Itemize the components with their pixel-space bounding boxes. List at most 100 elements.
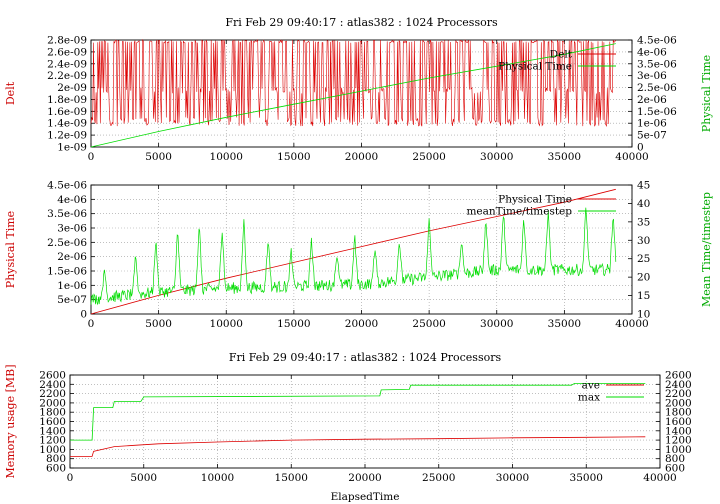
series-physical-time [90,188,616,315]
legend-label: Physical Time [498,61,572,73]
y2-tick-label: 45 [637,180,650,192]
y2-tick-label: 15 [637,290,650,302]
y-tick-label: 1000 [39,444,66,456]
y2-tick-label: 1e-06 [637,118,667,130]
x-tick-label: 40000 [643,472,676,484]
y2-tick-label: 10 [637,309,650,321]
x-tick-label: 5000 [130,472,157,484]
y2-tick-label: 2e-06 [637,94,667,106]
y-tick-label: 4e-06 [57,194,87,206]
y2-axis-label: Physical Time [700,55,713,132]
x-tick-label: 5000 [145,151,172,163]
series-max [70,382,646,441]
y-tick-label: 2.5e-06 [47,237,87,249]
y-tick-label: 1.6e-09 [47,106,87,118]
x-tick-label: 20000 [345,318,378,330]
y2-tick-label: 1200 [665,435,692,447]
y2-tick-label: 600 [665,463,685,475]
y-axis-label: Delt [4,81,17,105]
plot-frame [90,39,633,148]
y-tick-label: 1e-09 [57,142,87,154]
y-tick-label: 2000 [39,397,66,409]
x-tick-label: 30000 [496,472,529,484]
y2-tick-label: 2.5e-06 [637,82,677,94]
y-tick-label: 2e-09 [57,82,87,94]
y-tick-label: 2600 [39,370,66,382]
y-tick-label: 4.5e-06 [47,180,87,192]
series-physical-time [90,43,616,148]
y2-tick-label: 30 [637,235,650,247]
y-tick-label: 2.8e-09 [47,35,87,47]
y-tick-label: 2.2e-09 [47,70,87,82]
x-tick-label: 30000 [480,151,513,163]
x-tick-label: 10000 [210,318,243,330]
x-tick-label: 0 [88,151,95,163]
y-axis-label: Physical Time [4,211,17,288]
y-tick-label: 1e-06 [57,280,87,292]
y-tick-label: 2200 [39,388,66,400]
y-tick-label: 1400 [39,425,66,437]
x-tick-label: 40000 [615,318,648,330]
y2-tick-label: 4e-06 [637,46,667,58]
y-tick-label: 2.6e-09 [47,46,87,58]
chart-title: Fri Feb 29 09:40:17 : atlas382 : 1024 Pr… [225,16,498,29]
series-ave [70,436,646,457]
x-tick-label: 5000 [145,318,172,330]
y-tick-label: 600 [46,463,66,475]
x-tick-label: 20000 [345,151,378,163]
y2-tick-label: 3e-06 [637,70,667,82]
y-tick-label: 1.5e-06 [47,266,87,278]
y2-tick-label: 2000 [665,397,692,409]
y-tick-label: 2400 [39,379,66,391]
chart-title: Fri Feb 29 09:40:17 : atlas382 : 1024 Pr… [229,351,502,364]
y2-tick-label: 2600 [665,370,692,382]
series-delt [90,38,617,128]
plot-frame [90,184,633,315]
x-tick-label: 35000 [570,472,603,484]
x-tick-label: 30000 [480,318,513,330]
series-mean-time-per-timestep [90,207,617,306]
x-tick-label: 25000 [422,472,455,484]
y-tick-label: 3.5e-06 [47,208,87,220]
legend-label: ave [582,380,600,392]
y-tick-label: 1600 [39,416,66,428]
x-tick-label: 40000 [615,151,648,163]
x-tick-label: 20000 [348,472,381,484]
y-tick-label: 1800 [39,407,66,419]
y2-tick-label: 800 [665,453,685,465]
y2-tick-label: 35 [637,216,650,228]
y-tick-label: 0 [80,309,87,321]
y-tick-label: 2.4e-09 [47,58,87,70]
y2-tick-label: 1400 [665,425,692,437]
x-tick-label: 10000 [201,472,234,484]
y2-tick-label: 25 [637,253,650,265]
legend-label: Delt [550,49,573,61]
y2-tick-label: 0 [637,142,644,154]
y-tick-label: 1.2e-09 [47,130,87,142]
y2-tick-label: 5e-07 [637,130,667,142]
y2-tick-label: 1600 [665,416,692,428]
y2-tick-label: 40 [637,198,650,210]
x-tick-label: 15000 [277,151,310,163]
y-axis-label: Memory usage [MB] [4,364,17,478]
y2-tick-label: 1000 [665,444,692,456]
x-tick-label: 35000 [548,151,581,163]
y-tick-label: 1.8e-09 [47,94,87,106]
y-tick-label: 1200 [39,435,66,447]
y-tick-label: 3e-06 [57,223,87,235]
legend-label: max [578,392,600,404]
x-tick-label: 0 [88,318,95,330]
x-tick-label: 25000 [412,318,445,330]
y-tick-label: 1.4e-09 [47,118,87,130]
x-tick-label: 15000 [275,472,308,484]
y2-tick-label: 4.5e-06 [637,35,677,47]
y-tick-label: 5e-07 [57,294,87,306]
x-tick-label: 25000 [412,151,445,163]
x-tick-label: 10000 [210,151,243,163]
y2-axis-label: Mean Time/timestep [700,192,713,307]
y2-tick-label: 1800 [665,407,692,419]
x-tick-label: 15000 [277,318,310,330]
plot-frame [69,374,661,469]
y-tick-label: 800 [46,453,66,465]
